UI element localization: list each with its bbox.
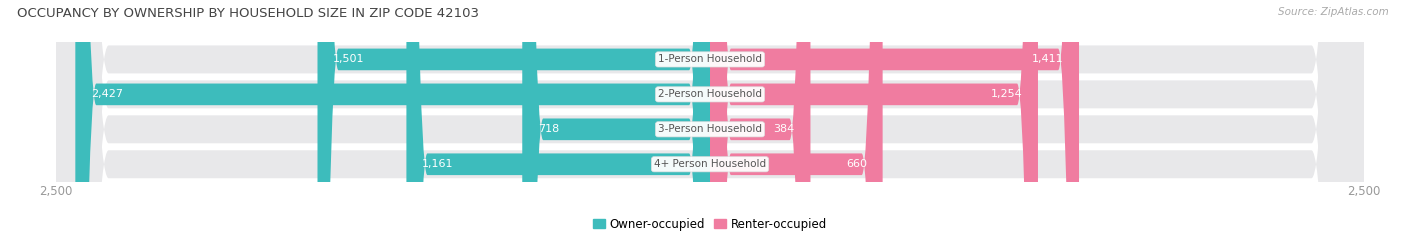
FancyBboxPatch shape — [406, 0, 710, 233]
FancyBboxPatch shape — [522, 0, 710, 233]
FancyBboxPatch shape — [56, 0, 1364, 233]
Text: 384: 384 — [773, 124, 794, 134]
FancyBboxPatch shape — [710, 0, 1078, 233]
FancyBboxPatch shape — [710, 0, 1038, 233]
Legend: Owner-occupied, Renter-occupied: Owner-occupied, Renter-occupied — [588, 213, 832, 233]
Text: 2,427: 2,427 — [91, 89, 122, 99]
FancyBboxPatch shape — [56, 0, 1364, 233]
FancyBboxPatch shape — [318, 0, 710, 233]
Text: OCCUPANCY BY OWNERSHIP BY HOUSEHOLD SIZE IN ZIP CODE 42103: OCCUPANCY BY OWNERSHIP BY HOUSEHOLD SIZE… — [17, 7, 479, 20]
Text: 3-Person Household: 3-Person Household — [658, 124, 762, 134]
Text: Source: ZipAtlas.com: Source: ZipAtlas.com — [1278, 7, 1389, 17]
FancyBboxPatch shape — [710, 0, 883, 233]
Text: 1,411: 1,411 — [1032, 55, 1063, 64]
Text: 660: 660 — [846, 159, 868, 169]
FancyBboxPatch shape — [76, 0, 710, 233]
Text: 718: 718 — [538, 124, 560, 134]
Text: 1-Person Household: 1-Person Household — [658, 55, 762, 64]
FancyBboxPatch shape — [56, 0, 1364, 233]
Text: 4+ Person Household: 4+ Person Household — [654, 159, 766, 169]
FancyBboxPatch shape — [56, 0, 1364, 233]
Text: 1,501: 1,501 — [333, 55, 364, 64]
Text: 1,161: 1,161 — [422, 159, 454, 169]
Text: 1,254: 1,254 — [991, 89, 1022, 99]
Text: 2-Person Household: 2-Person Household — [658, 89, 762, 99]
FancyBboxPatch shape — [710, 0, 810, 233]
